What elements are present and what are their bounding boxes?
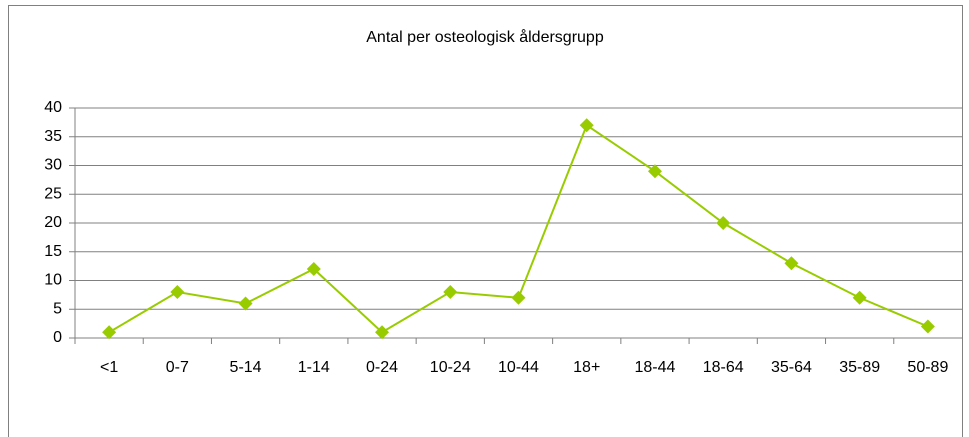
marker bbox=[511, 290, 526, 305]
x-tick-label: 18+ bbox=[573, 359, 600, 376]
y-tick-label: 30 bbox=[44, 157, 62, 174]
y-tick-label: 25 bbox=[44, 185, 62, 202]
marker bbox=[784, 256, 799, 271]
marker bbox=[647, 164, 662, 179]
marker bbox=[852, 290, 867, 305]
x-tick-label: 18-64 bbox=[703, 359, 744, 376]
x-tick-label: 50-89 bbox=[907, 359, 948, 376]
y-tick-label: 20 bbox=[44, 214, 62, 231]
marker bbox=[375, 325, 390, 340]
x-tick-label: 10-24 bbox=[430, 359, 471, 376]
x-tick-label: 5-14 bbox=[230, 359, 262, 376]
marker bbox=[306, 262, 321, 276]
x-tick-label: 10-44 bbox=[498, 359, 539, 376]
x-tick-label: <1 bbox=[100, 359, 118, 376]
x-tick-label: 35-89 bbox=[839, 359, 880, 376]
x-tick-label: 0-7 bbox=[166, 359, 189, 376]
marker bbox=[716, 216, 731, 230]
marker bbox=[102, 325, 117, 340]
x-tick-label: 18-44 bbox=[635, 359, 676, 376]
marker bbox=[579, 118, 594, 133]
y-tick-label: 40 bbox=[44, 99, 62, 116]
y-tick-label: 5 bbox=[53, 300, 62, 317]
x-tick-label: 35-64 bbox=[771, 359, 812, 376]
x-tick-label: 0-24 bbox=[366, 359, 398, 376]
y-tick-label: 15 bbox=[44, 243, 62, 260]
y-tick-label: 35 bbox=[44, 128, 62, 145]
marker bbox=[920, 319, 935, 334]
chart-title: Antal per osteologisk åldersgrupp bbox=[366, 28, 604, 46]
x-tick-label: 1-14 bbox=[298, 359, 330, 376]
y-tick-label: 10 bbox=[44, 272, 62, 289]
marker bbox=[170, 285, 185, 299]
marker bbox=[238, 296, 253, 311]
y-tick-label: 0 bbox=[53, 329, 62, 346]
marker bbox=[443, 285, 458, 299]
chart-frame bbox=[8, 5, 963, 437]
